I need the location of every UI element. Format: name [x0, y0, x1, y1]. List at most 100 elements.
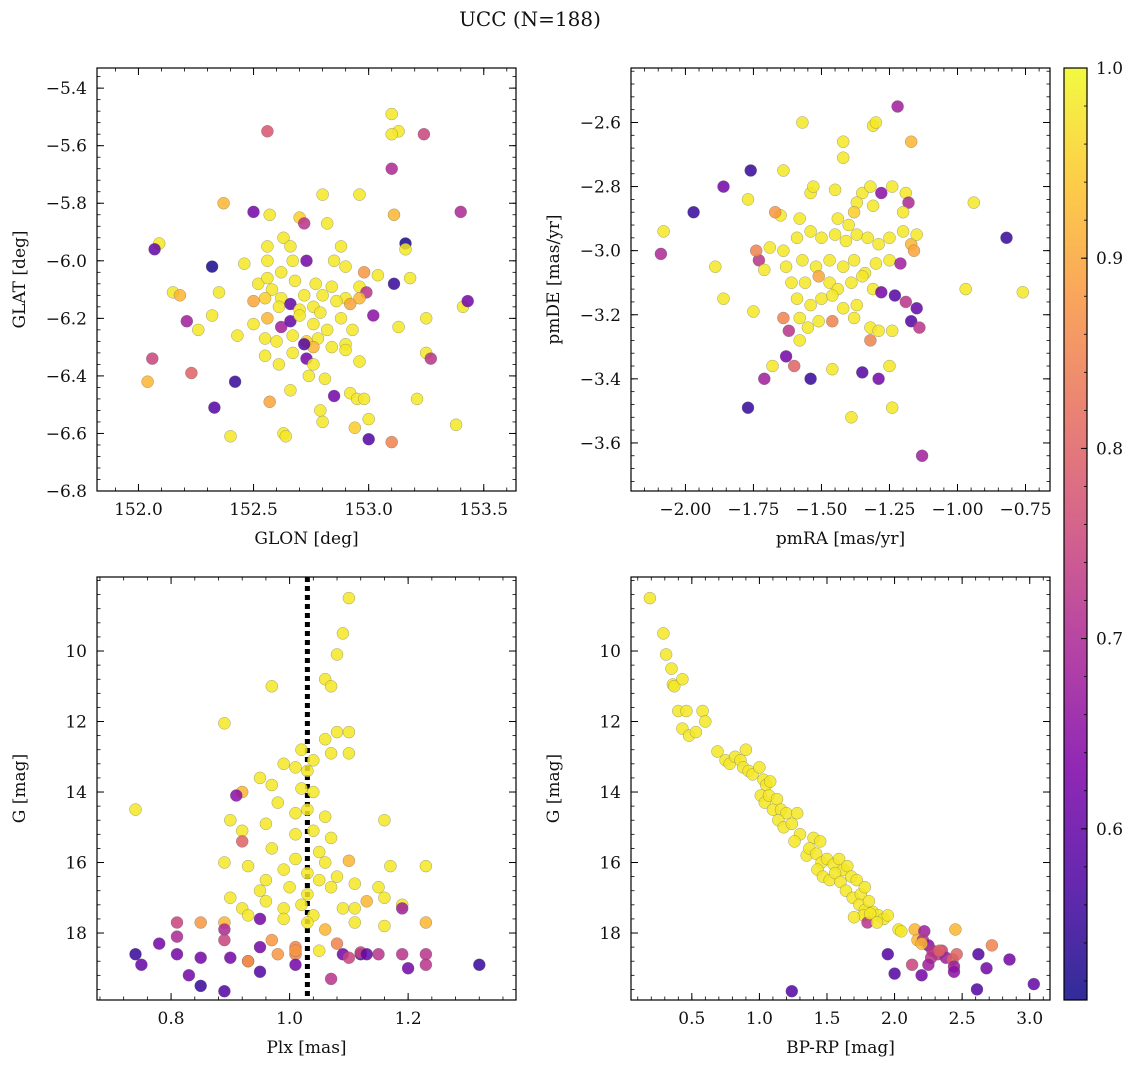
scatter-point: [353, 355, 366, 368]
scatter-point: [872, 372, 885, 386]
scatter-point: [417, 127, 431, 141]
scatter-point: [424, 352, 438, 365]
y-tick-label: −6.4: [46, 367, 87, 387]
scatter-point: [1003, 953, 1016, 966]
x-tick-label: 152.0: [114, 500, 163, 520]
scatter-point: [277, 902, 290, 915]
scatter-point: [235, 835, 249, 848]
x-axis-label: pmRA [mas/yr]: [776, 529, 905, 549]
scatter-point: [872, 237, 885, 251]
scatter-point: [665, 662, 678, 675]
scatter-point: [845, 276, 858, 289]
scatter-point: [378, 919, 391, 933]
scatter-point: [318, 856, 332, 869]
y-tick-label: 12: [599, 713, 621, 733]
x-tick-label: 1.5: [813, 1009, 840, 1029]
scatter-point: [967, 196, 981, 209]
scatter-point: [741, 193, 755, 206]
scatter-point: [342, 854, 356, 868]
scatter-point: [224, 891, 237, 905]
scatter-points: [129, 577, 486, 1000]
scatter-point: [826, 362, 839, 376]
scatter-point: [288, 274, 302, 288]
scatter-point: [826, 289, 839, 302]
scatter-point: [378, 891, 391, 905]
scatter-point: [334, 312, 348, 325]
scatter-point: [384, 859, 397, 873]
scatter-point: [129, 803, 142, 816]
scatter-point: [279, 430, 293, 443]
scatter-point: [643, 591, 657, 605]
scatter-point: [385, 162, 398, 175]
scatter-point: [907, 244, 921, 257]
x-axis-label: Plx [mas]: [266, 1038, 346, 1058]
scatter-point: [289, 852, 302, 866]
scatter-point: [657, 627, 670, 640]
scatter-point: [910, 228, 923, 241]
scatter-points: [643, 591, 1041, 998]
scatter-point: [360, 947, 373, 961]
scatter-point: [836, 260, 850, 273]
scatter-point: [258, 349, 272, 363]
scatter-point: [758, 372, 771, 386]
scatter-point: [289, 806, 302, 820]
scatter-point: [709, 260, 722, 273]
scatter-point: [392, 320, 405, 334]
scatter-point: [770, 792, 784, 806]
scatter-point: [185, 366, 198, 380]
scatter-point: [312, 873, 326, 887]
scatter-point: [696, 704, 709, 718]
scatter-point: [823, 254, 836, 267]
scatter-point: [231, 329, 244, 342]
scatter-point: [419, 947, 433, 961]
scatter-point: [399, 243, 412, 256]
scatter-point: [891, 100, 904, 113]
scatter-point: [861, 231, 874, 245]
scatter-point: [307, 824, 320, 838]
axes-frame: [630, 576, 1051, 1001]
scatter-point: [277, 757, 290, 771]
y-axis-label: GLAT [deg]: [10, 230, 30, 328]
scatter-point: [790, 806, 804, 820]
scatter-point: [343, 297, 357, 311]
scatter-point: [870, 916, 884, 929]
scatter-point: [224, 813, 237, 827]
scatter-point: [170, 947, 184, 961]
scatter-point: [289, 828, 302, 841]
scatter-point: [763, 775, 777, 788]
scatter-point: [864, 334, 877, 347]
scatter-point: [307, 317, 320, 331]
scatter-point: [274, 266, 288, 279]
scatter-point: [449, 418, 463, 432]
scatter-point: [286, 254, 299, 268]
x-tick-label: 153.0: [344, 500, 393, 520]
y-tick-label: −6.2: [46, 309, 87, 329]
y-tick-label: 14: [65, 783, 87, 803]
scatter-point: [1016, 286, 1030, 299]
scatter-point: [348, 916, 362, 929]
scatter-point: [325, 280, 339, 293]
y-tick-label: 12: [65, 713, 87, 733]
scatter-point: [711, 745, 724, 758]
scatter-point: [902, 196, 915, 209]
y-tick-label: 10: [65, 642, 87, 662]
scatter-point: [173, 289, 187, 302]
scatter-point: [790, 292, 804, 305]
scatter-point: [739, 743, 753, 756]
colorbar: 0.6 0.7 0.8 0.9 1.0: [1063, 59, 1123, 1001]
scatter-point: [342, 591, 356, 605]
scatter-point: [768, 205, 782, 219]
scatter-points: [141, 107, 474, 449]
scatter-point: [295, 743, 308, 756]
scatter-point: [913, 321, 926, 334]
scatter-point: [473, 958, 486, 972]
scatter-point: [896, 205, 910, 219]
scatter-point: [657, 225, 670, 238]
scatter-point: [318, 372, 332, 386]
scatter-point: [777, 244, 790, 257]
scatter-point: [261, 312, 274, 325]
scatter-point: [804, 298, 817, 312]
scatter-point: [689, 725, 703, 739]
y-axis-label: G [mag]: [10, 754, 30, 823]
